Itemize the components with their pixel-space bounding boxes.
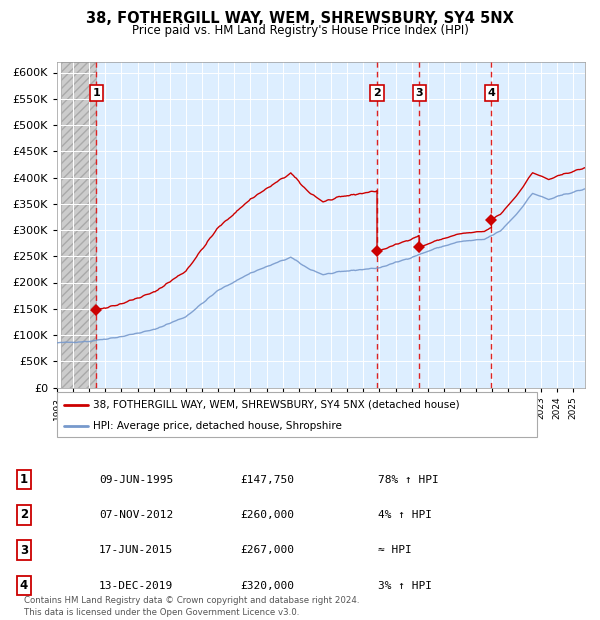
Text: 4% ↑ HPI: 4% ↑ HPI	[378, 510, 432, 520]
Text: 4: 4	[488, 88, 496, 98]
Text: £267,000: £267,000	[240, 545, 294, 556]
Text: 09-JUN-1995: 09-JUN-1995	[99, 474, 173, 485]
Text: 2: 2	[20, 508, 28, 521]
Text: 07-NOV-2012: 07-NOV-2012	[99, 510, 173, 520]
Text: 38, FOTHERGILL WAY, WEM, SHREWSBURY, SY4 5NX: 38, FOTHERGILL WAY, WEM, SHREWSBURY, SY4…	[86, 11, 514, 26]
Text: Price paid vs. HM Land Registry's House Price Index (HPI): Price paid vs. HM Land Registry's House …	[131, 24, 469, 37]
Text: 38, FOTHERGILL WAY, WEM, SHREWSBURY, SY4 5NX (detached house): 38, FOTHERGILL WAY, WEM, SHREWSBURY, SY4…	[93, 399, 460, 410]
Text: £260,000: £260,000	[240, 510, 294, 520]
Text: 1: 1	[20, 473, 28, 486]
Text: HPI: Average price, detached house, Shropshire: HPI: Average price, detached house, Shro…	[93, 421, 342, 431]
Text: 1: 1	[92, 88, 100, 98]
Text: Contains HM Land Registry data © Crown copyright and database right 2024.
This d: Contains HM Land Registry data © Crown c…	[24, 596, 359, 617]
Bar	[61, 62, 97, 388]
Bar	[61, 62, 97, 388]
Text: 3% ↑ HPI: 3% ↑ HPI	[378, 580, 432, 591]
Text: 17-JUN-2015: 17-JUN-2015	[99, 545, 173, 556]
Text: 3: 3	[20, 544, 28, 557]
Text: ≈ HPI: ≈ HPI	[378, 545, 412, 556]
Text: 2: 2	[373, 88, 381, 98]
Text: 4: 4	[20, 579, 28, 592]
Text: 3: 3	[415, 88, 423, 98]
Text: 78% ↑ HPI: 78% ↑ HPI	[378, 474, 439, 485]
Text: £147,750: £147,750	[240, 474, 294, 485]
Text: £320,000: £320,000	[240, 580, 294, 591]
Text: 13-DEC-2019: 13-DEC-2019	[99, 580, 173, 591]
